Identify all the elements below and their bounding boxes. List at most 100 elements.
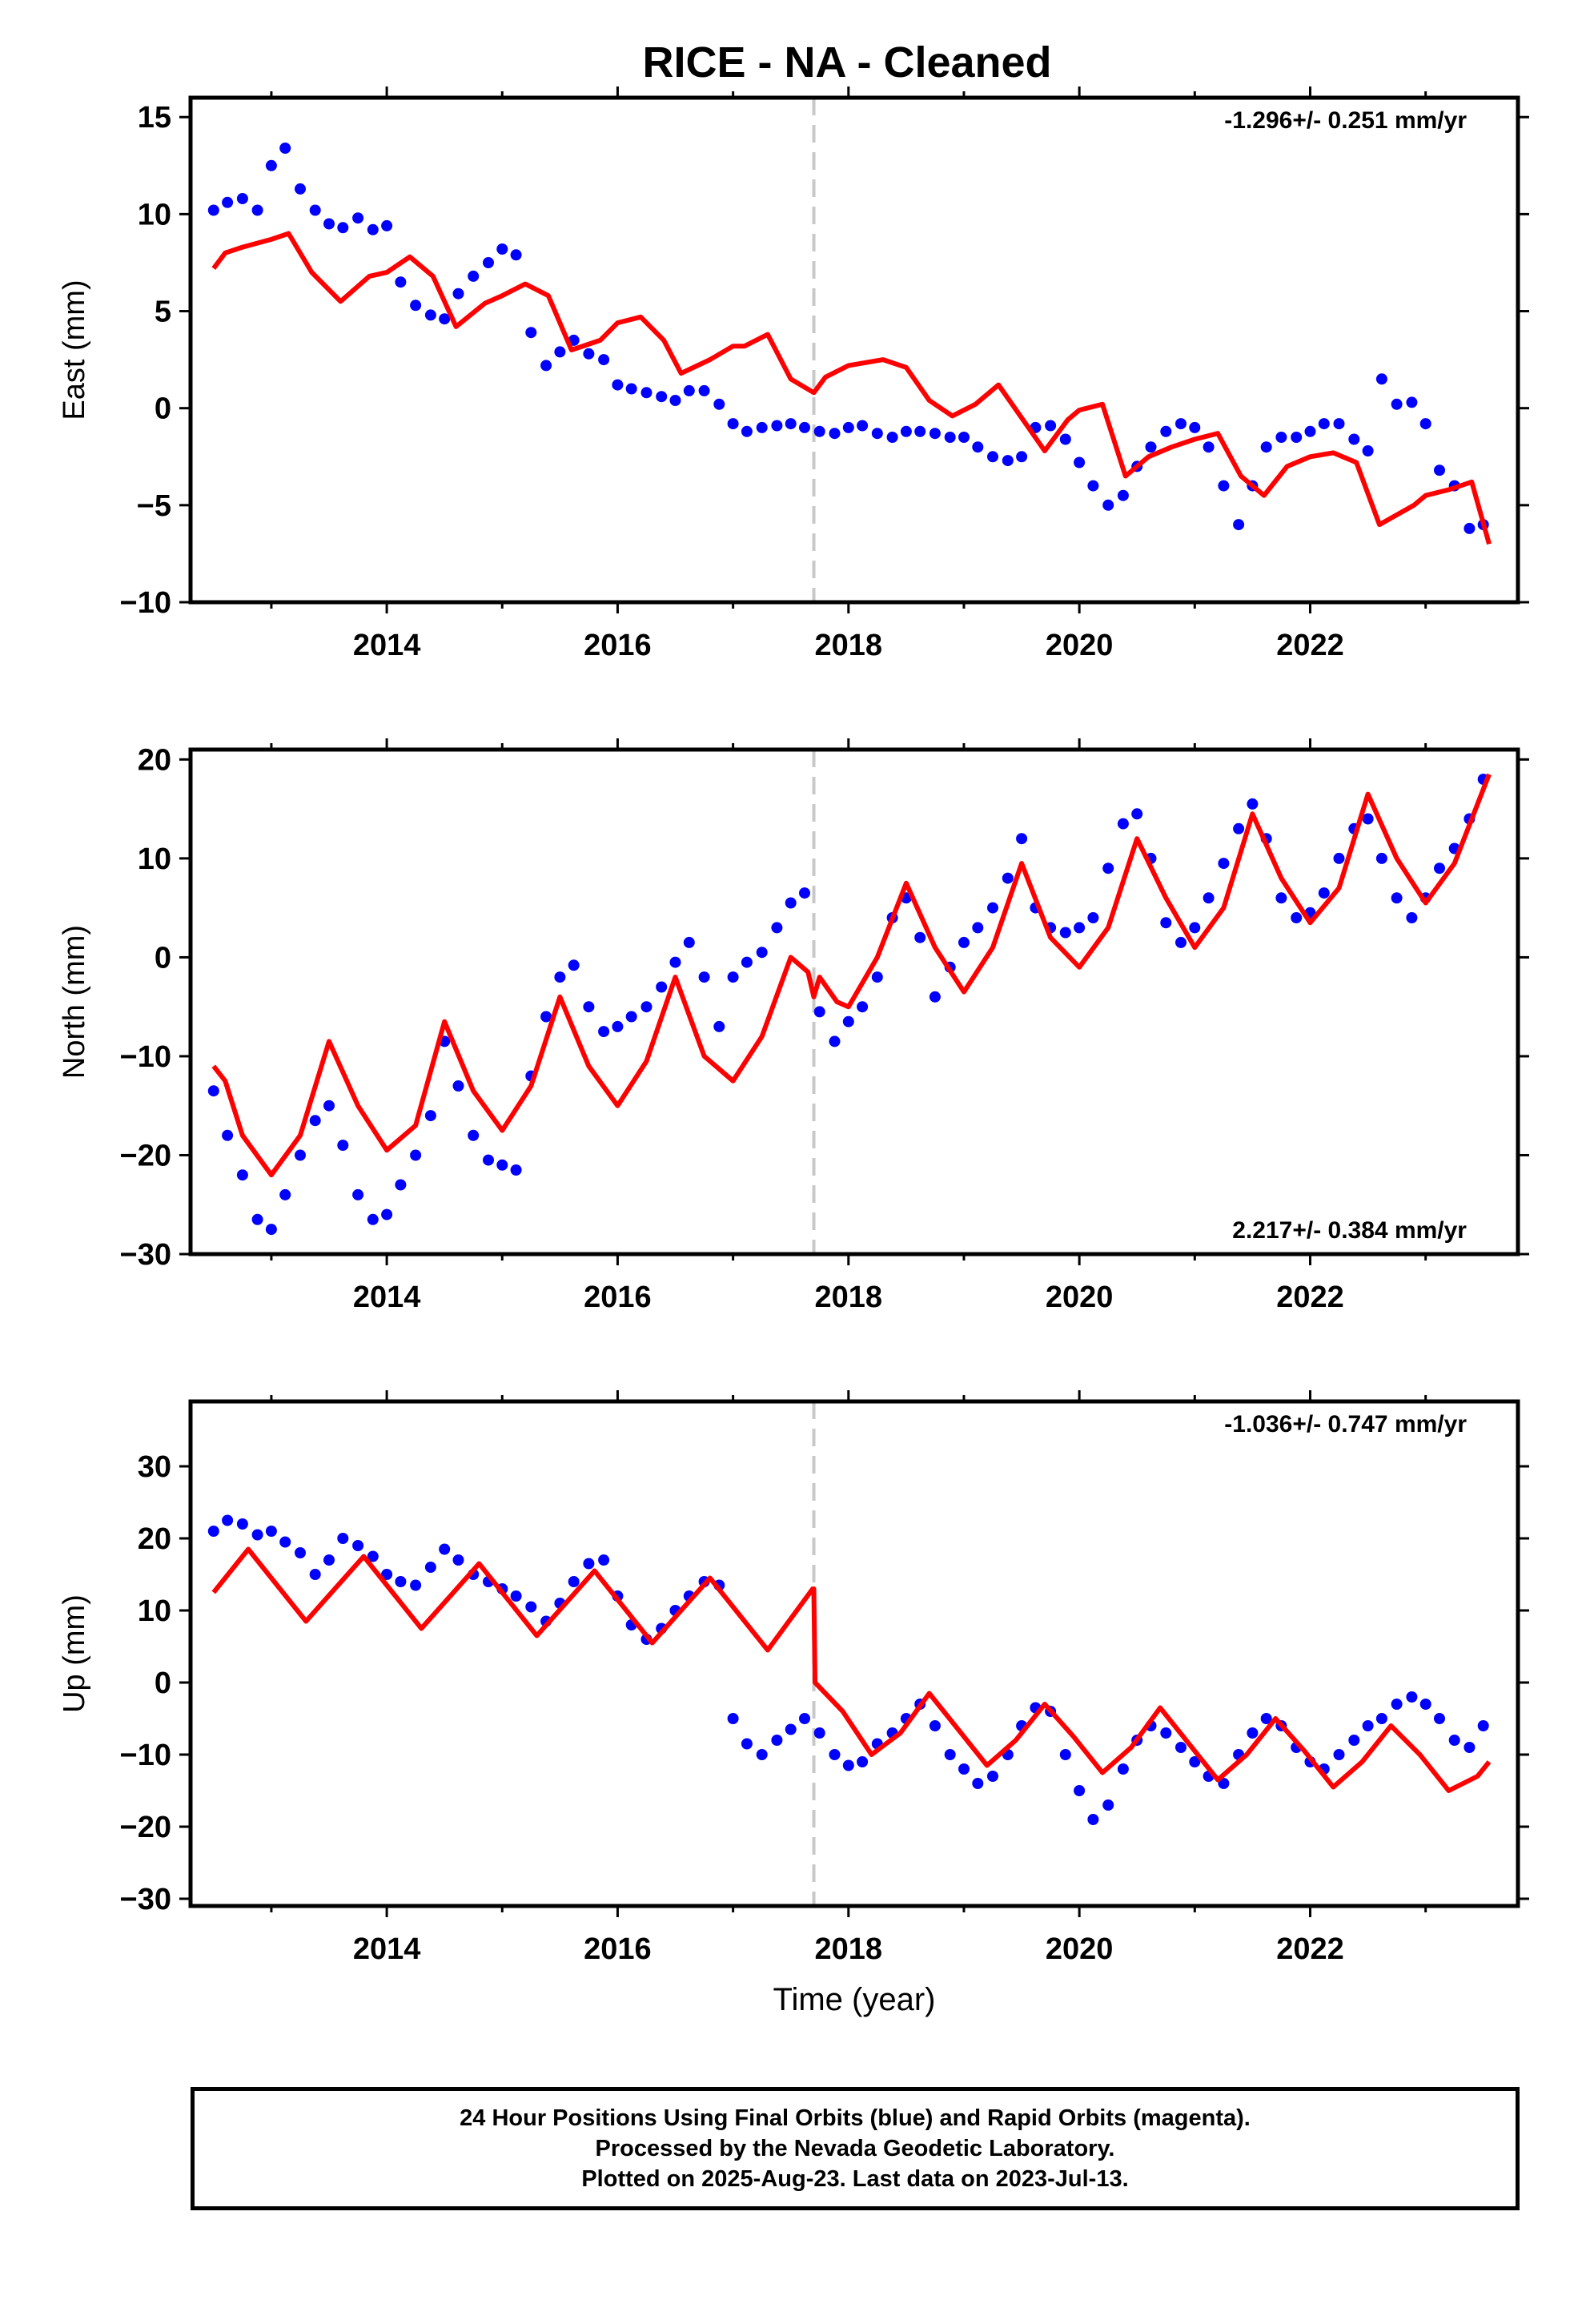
data-point <box>1087 912 1099 923</box>
data-point <box>813 425 825 437</box>
model-line-east <box>211 231 1492 545</box>
y-tick-label: −30 <box>120 1238 171 1272</box>
x-tick-label: 2014 <box>353 1281 421 1314</box>
data-point <box>799 421 810 433</box>
data-point <box>583 1001 595 1013</box>
data-point <box>1087 480 1099 492</box>
data-point <box>785 897 797 909</box>
data-points-east <box>207 143 1489 534</box>
data-point <box>295 183 306 195</box>
data-point <box>813 1006 825 1018</box>
data-point <box>914 425 926 437</box>
data-point <box>1247 1727 1259 1739</box>
data-point <box>1218 480 1230 492</box>
caption-line-2: Processed by the Nevada Geodetic Laborat… <box>595 2136 1115 2161</box>
data-point <box>741 425 753 437</box>
data-point <box>381 1569 393 1580</box>
panel-east: 2014 2016 2018 2020 2022 −10 −5 0 5 10 15 East (mm)… <box>58 86 1529 662</box>
data-point <box>669 956 681 968</box>
data-point <box>496 1159 508 1171</box>
data-point <box>510 1164 522 1176</box>
data-point <box>1160 1727 1172 1739</box>
data-point <box>756 421 768 433</box>
y-tick-label: −10 <box>120 1739 171 1772</box>
data-point <box>337 222 349 234</box>
data-point <box>785 418 797 430</box>
data-point <box>987 451 998 463</box>
data-point <box>583 348 595 360</box>
data-point <box>1131 808 1143 820</box>
data-point <box>771 420 783 432</box>
data-point <box>829 1035 841 1047</box>
x-tick-label: 2018 <box>815 1932 883 1966</box>
data-point <box>395 1179 407 1191</box>
x-tick-label: 2022 <box>1276 629 1344 662</box>
data-point <box>1175 1742 1186 1753</box>
data-point <box>222 1129 234 1141</box>
data-point <box>1419 1699 1431 1710</box>
rate-label: 2.217+/- 0.384 mm/yr <box>1232 1217 1467 1244</box>
plot-frame-up <box>188 1399 1520 1908</box>
data-point <box>251 1529 263 1541</box>
data-point <box>1189 1756 1201 1767</box>
model-line-up <box>211 1546 1492 1793</box>
data-point <box>1448 1735 1460 1746</box>
y-tick-label: 10 <box>138 842 171 876</box>
data-point <box>468 270 480 282</box>
data-point <box>958 1763 970 1775</box>
data-point <box>756 1749 768 1760</box>
data-point <box>323 1100 335 1112</box>
data-point <box>410 1579 422 1591</box>
data-point <box>295 1547 306 1558</box>
x-tick-label: 2020 <box>1046 1932 1114 1966</box>
data-point <box>1275 892 1287 904</box>
data-point <box>279 1536 291 1548</box>
data-point <box>958 432 970 443</box>
data-point <box>1059 1749 1071 1760</box>
data-point <box>207 1526 219 1537</box>
chart-title: RICE - NA - Cleaned <box>642 38 1051 86</box>
y-axis-label: Up (mm) <box>58 1594 91 1713</box>
y-tick-label: −10 <box>120 586 171 620</box>
data-point <box>929 991 941 1003</box>
data-point <box>1464 522 1476 534</box>
data-point <box>987 1771 998 1782</box>
data-point <box>640 1001 652 1013</box>
panel-north: 2014 2016 2018 2020 2022 −30 −20 −10 0 10 20 North … <box>58 738 1529 1314</box>
data-point <box>1074 1785 1086 1796</box>
x-tick-label: 2014 <box>353 1932 421 1966</box>
data-point <box>857 1001 869 1013</box>
data-point <box>554 971 566 983</box>
y-tick-label: 5 <box>155 296 171 329</box>
data-point <box>1059 433 1071 445</box>
data-point <box>352 1188 364 1200</box>
data-point <box>1434 464 1445 476</box>
y-tick-label: 10 <box>138 1594 171 1628</box>
data-point <box>265 1526 277 1537</box>
data-point <box>424 1110 436 1122</box>
data-point <box>1318 418 1330 430</box>
data-point <box>857 1756 869 1767</box>
data-point <box>669 395 681 406</box>
data-point <box>452 1554 464 1566</box>
data-point <box>612 1020 624 1032</box>
data-point <box>568 1576 580 1587</box>
data-point <box>510 1590 522 1602</box>
y-tick-label: −5 <box>137 489 171 523</box>
data-point <box>251 204 263 216</box>
data-point <box>799 1713 810 1724</box>
x-axis-label: Time (year) <box>773 1982 936 2017</box>
data-point <box>1203 892 1215 904</box>
data-point <box>540 1011 552 1023</box>
data-point <box>1291 912 1303 923</box>
data-point <box>381 219 393 231</box>
data-point <box>785 1723 797 1735</box>
x-tick-label: 2018 <box>815 1281 883 1314</box>
data-point <box>279 1188 291 1200</box>
y-tick-label: 30 <box>138 1450 171 1484</box>
data-point <box>1117 818 1129 830</box>
data-point <box>1391 398 1403 410</box>
data-point <box>771 922 783 934</box>
data-point <box>1464 1742 1476 1753</box>
